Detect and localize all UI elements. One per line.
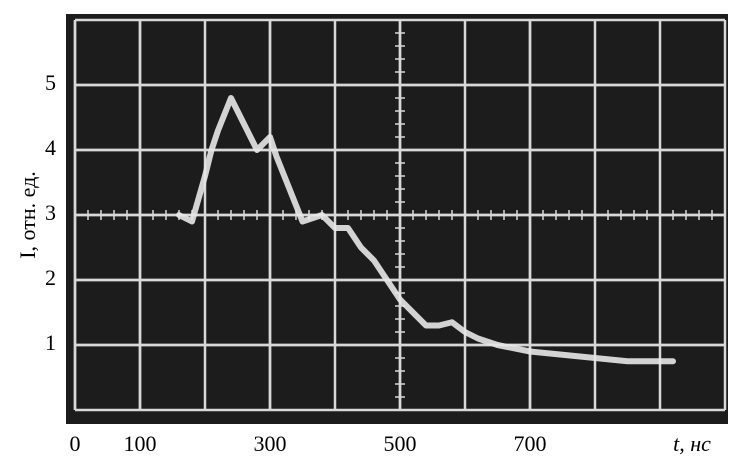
x-axis-label: t, нс [673, 431, 711, 456]
y-tick-label: 3 [45, 200, 56, 225]
x-tick-label: 300 [254, 431, 287, 456]
x-tick-label: 500 [384, 431, 417, 456]
chart: I, отн. ед. t, нс 0 100 300 500 700 1 2 3 4 5 [0, 0, 730, 463]
x-tick-label: 0 [70, 431, 81, 456]
y-tick-label: 2 [45, 265, 56, 290]
y-tick-label: 4 [45, 135, 56, 160]
y-tick-label: 1 [45, 330, 56, 355]
y-axis-label: I, отн. ед. [15, 171, 40, 259]
x-tick-label: 700 [514, 431, 547, 456]
y-tick-label: 5 [45, 70, 56, 95]
x-tick-label: 100 [124, 431, 157, 456]
